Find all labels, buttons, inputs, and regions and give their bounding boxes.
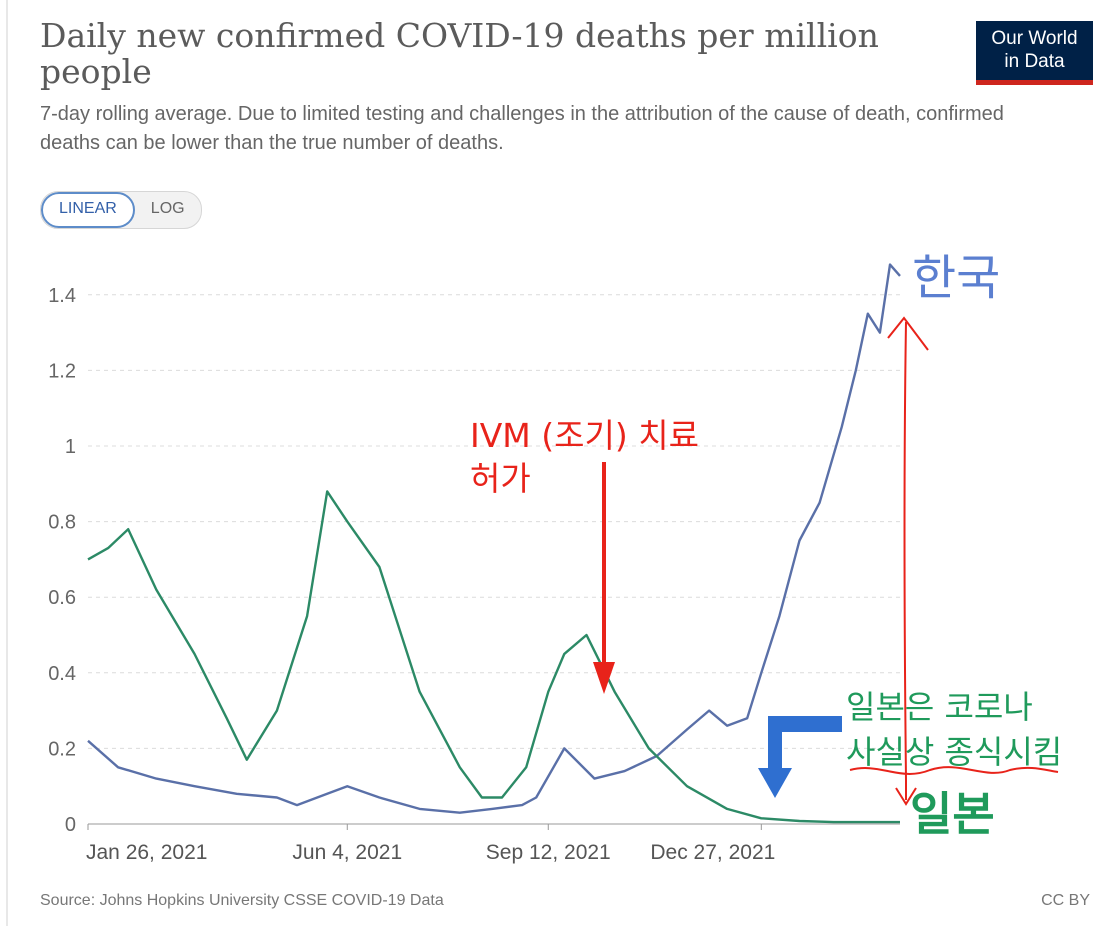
x-tick-label: Sep 12, 2021: [486, 841, 611, 864]
y-tick-label: 0.4: [48, 663, 76, 685]
chart-title: Daily new confirmed COVID-19 deaths per …: [40, 16, 879, 91]
x-tick-label: Dec 27, 2021: [650, 841, 775, 864]
scale-toggle[interactable]: LINEAR LOG: [40, 191, 202, 229]
japan-label: 일본: [910, 787, 995, 841]
comparison-arrow-top-head: [887, 316, 929, 351]
source-note[interactable]: Source: Johns Hopkins University CSSE CO…: [40, 892, 444, 909]
blue-bent-arrow-body: [768, 716, 842, 774]
x-tick-label: Jun 4, 2021: [292, 841, 402, 864]
ivm-arrow-head: [593, 662, 615, 694]
y-tick-label: 1.4: [48, 285, 76, 307]
ivm-annotation-line1: IVM (조기) 치료: [470, 416, 699, 455]
series-line-korea: [87, 263, 901, 814]
linear-scale-button[interactable]: LINEAR: [41, 192, 135, 228]
y-tick-label: 0.8: [48, 512, 76, 534]
y-tick-label: 0.6: [48, 587, 76, 609]
blue-bent-arrow-head: [758, 768, 792, 798]
y-tick-label: 0.2: [48, 738, 76, 760]
japan-note-line2: 사실상 종식시킴: [846, 733, 1062, 771]
korea-label: 한국: [912, 250, 1000, 306]
y-tick-label: 0: [65, 814, 76, 836]
y-tick-label: 1.2: [48, 360, 76, 382]
ivm-annotation-line2: 허가: [470, 459, 531, 498]
comparison-arrow-line: [903, 321, 907, 800]
underline-scribble: [849, 766, 1059, 775]
left-edge-rule: [6, 0, 8, 926]
log-scale-button[interactable]: LOG: [150, 200, 185, 217]
logo-line-2: in Data: [1004, 51, 1065, 72]
y-tick-label: 1: [65, 436, 76, 458]
series-line-japan: [87, 490, 900, 824]
license-link[interactable]: CC BY: [1041, 892, 1090, 909]
x-tick-label: Jan 26, 2021: [86, 841, 207, 864]
chart-subtitle: 7-day rolling average. Due to limited te…: [40, 103, 1004, 154]
comparison-arrow-bottom-head: [895, 787, 917, 806]
owid-logo[interactable]: Our World in Data: [976, 21, 1093, 85]
japan-note-line1: 일본은 코로나: [846, 688, 1033, 726]
logo-line-1: Our World: [991, 28, 1078, 49]
